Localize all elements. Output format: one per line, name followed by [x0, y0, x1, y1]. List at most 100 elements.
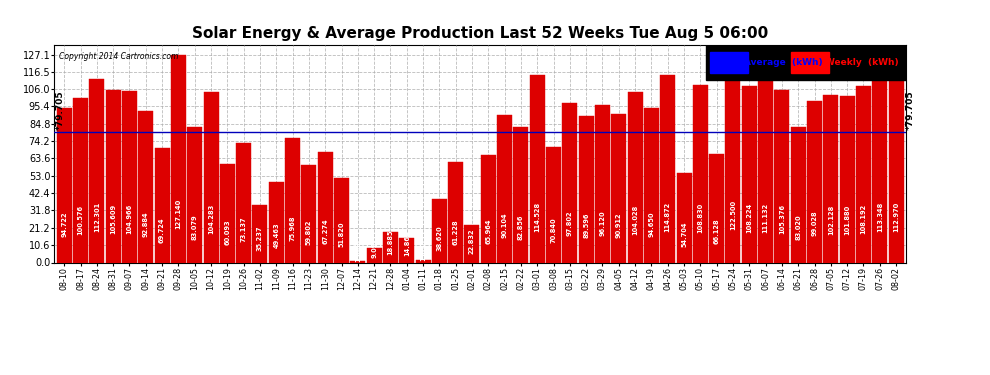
Bar [726, 62, 741, 262]
Bar [285, 138, 300, 262]
Text: 67.274: 67.274 [322, 218, 329, 243]
Text: 108.224: 108.224 [746, 203, 752, 234]
Bar [546, 147, 561, 262]
Text: *79.705: *79.705 [56, 90, 65, 130]
Bar [383, 232, 398, 262]
Bar [366, 248, 381, 262]
Text: Average  (kWh): Average (kWh) [744, 58, 823, 67]
Bar [237, 143, 251, 262]
Bar [807, 100, 822, 262]
Bar [889, 78, 904, 262]
Bar [56, 108, 71, 262]
Text: 1.053: 1.053 [354, 241, 360, 262]
Text: 114.872: 114.872 [664, 202, 670, 232]
Bar [595, 105, 610, 262]
Text: 92.884: 92.884 [143, 211, 148, 237]
Text: 49.463: 49.463 [273, 222, 279, 248]
FancyBboxPatch shape [791, 51, 830, 73]
Text: 22.832: 22.832 [469, 229, 475, 255]
Text: 114.528: 114.528 [535, 202, 541, 232]
Bar [350, 261, 365, 262]
Bar [514, 127, 529, 262]
Text: 1.752: 1.752 [420, 240, 426, 261]
Bar [318, 153, 333, 262]
Bar [824, 96, 839, 262]
Text: 108.830: 108.830 [697, 203, 703, 233]
Text: 35.237: 35.237 [257, 226, 263, 251]
Text: 65.964: 65.964 [485, 218, 491, 244]
Text: 75.968: 75.968 [290, 216, 296, 242]
Bar [187, 127, 202, 262]
Text: 38.620: 38.620 [437, 225, 443, 251]
Bar [562, 102, 577, 262]
Text: 89.596: 89.596 [583, 213, 589, 238]
Bar [154, 148, 169, 262]
Text: 60.093: 60.093 [225, 220, 231, 245]
Text: 104.028: 104.028 [632, 204, 639, 234]
Bar [464, 225, 479, 262]
Bar [856, 86, 871, 262]
Bar [758, 81, 773, 262]
Text: 18.885: 18.885 [387, 230, 393, 255]
Bar [676, 173, 692, 262]
Bar [709, 154, 724, 262]
Bar [416, 260, 431, 262]
Bar [644, 108, 659, 262]
Text: 61.228: 61.228 [452, 219, 458, 245]
Bar [660, 75, 675, 262]
Text: 66.128: 66.128 [714, 218, 720, 244]
Bar [432, 200, 446, 262]
Bar [628, 92, 643, 262]
Text: Copyright 2014 Cartronics.com: Copyright 2014 Cartronics.com [58, 51, 178, 60]
Text: 122.500: 122.500 [730, 200, 736, 230]
Bar [399, 238, 414, 262]
Bar [448, 162, 463, 262]
Bar [106, 90, 121, 262]
Text: 51.820: 51.820 [339, 222, 345, 248]
Text: 96.120: 96.120 [600, 211, 606, 237]
Text: 73.137: 73.137 [241, 216, 247, 242]
Bar [693, 84, 708, 262]
Bar [301, 165, 317, 262]
Text: 105.609: 105.609 [110, 204, 116, 234]
Text: 94.722: 94.722 [61, 211, 67, 237]
Bar [122, 91, 137, 262]
Bar [268, 182, 284, 262]
Text: 99.028: 99.028 [812, 210, 818, 236]
Text: 90.912: 90.912 [616, 212, 622, 238]
Bar [791, 127, 806, 262]
Text: 9.092: 9.092 [371, 237, 377, 258]
Text: 83.020: 83.020 [795, 214, 801, 240]
Bar [171, 55, 186, 262]
Bar [139, 111, 153, 262]
Text: 111.132: 111.132 [762, 202, 768, 233]
Text: 127.140: 127.140 [175, 199, 181, 229]
Text: 54.704: 54.704 [681, 221, 687, 247]
Text: *79.705: *79.705 [906, 90, 915, 130]
Text: 69.724: 69.724 [159, 217, 165, 243]
Text: 105.376: 105.376 [779, 204, 785, 234]
Bar [611, 114, 627, 262]
Text: Weekly  (kWh): Weekly (kWh) [825, 58, 899, 67]
Text: 70.840: 70.840 [550, 217, 556, 243]
Bar [220, 164, 235, 262]
Bar [497, 115, 512, 262]
FancyBboxPatch shape [710, 51, 748, 73]
Bar [334, 178, 349, 262]
Text: 83.079: 83.079 [192, 214, 198, 240]
Bar [73, 98, 88, 262]
Title: Solar Energy & Average Production Last 52 Weeks Tue Aug 5 06:00: Solar Energy & Average Production Last 5… [192, 26, 768, 41]
Text: 90.104: 90.104 [502, 212, 508, 238]
Text: 97.802: 97.802 [567, 210, 573, 236]
Text: 82.856: 82.856 [518, 214, 524, 240]
Text: 94.650: 94.650 [648, 211, 654, 237]
Text: 112.970: 112.970 [893, 202, 899, 232]
Bar [742, 86, 756, 262]
Text: 104.966: 104.966 [127, 204, 133, 234]
Text: 112.301: 112.301 [94, 202, 100, 232]
Bar [481, 154, 496, 262]
Bar [204, 92, 219, 262]
Bar [89, 79, 104, 262]
Text: 101.880: 101.880 [844, 205, 850, 235]
Text: 100.576: 100.576 [77, 205, 83, 236]
